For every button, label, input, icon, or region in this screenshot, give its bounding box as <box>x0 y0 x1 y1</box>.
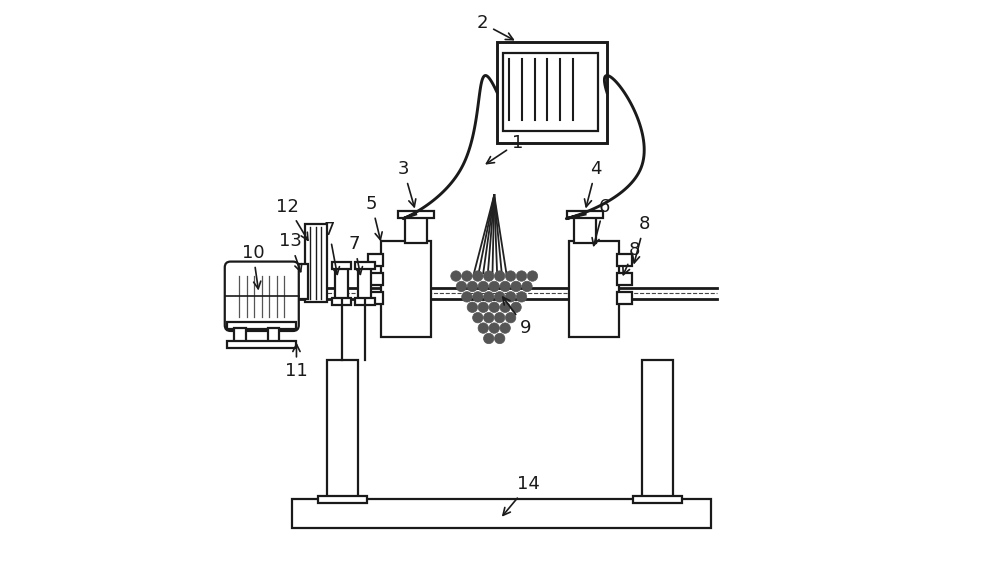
Text: 4: 4 <box>584 160 602 207</box>
Text: 9: 9 <box>503 297 532 337</box>
Bar <box>405 214 427 243</box>
Bar <box>355 262 375 269</box>
Circle shape <box>500 281 510 292</box>
Circle shape <box>516 271 527 281</box>
Text: 3: 3 <box>398 160 416 207</box>
Bar <box>368 254 383 266</box>
Bar <box>642 360 673 501</box>
Bar <box>633 496 682 503</box>
Circle shape <box>473 271 483 281</box>
Circle shape <box>489 281 499 292</box>
Bar <box>617 292 632 304</box>
Text: 14: 14 <box>503 475 540 515</box>
Circle shape <box>500 323 510 333</box>
Circle shape <box>505 313 516 323</box>
Circle shape <box>467 302 478 313</box>
Text: 8: 8 <box>623 241 640 275</box>
Bar <box>305 224 327 302</box>
Circle shape <box>478 302 488 313</box>
Bar <box>335 264 348 299</box>
Bar <box>503 53 598 131</box>
Text: 5: 5 <box>366 195 382 240</box>
Bar <box>569 241 619 337</box>
Bar <box>268 328 279 343</box>
Circle shape <box>484 271 494 281</box>
Circle shape <box>505 271 516 281</box>
Text: 8: 8 <box>633 215 650 263</box>
Circle shape <box>511 281 521 292</box>
Bar <box>574 214 596 243</box>
Bar <box>381 241 431 337</box>
Circle shape <box>467 281 478 292</box>
Circle shape <box>489 323 499 333</box>
Circle shape <box>473 292 483 302</box>
Bar <box>332 262 351 269</box>
FancyBboxPatch shape <box>225 261 299 331</box>
Circle shape <box>478 281 488 292</box>
Bar <box>318 496 367 503</box>
Text: 6: 6 <box>592 198 610 246</box>
Circle shape <box>516 292 527 302</box>
Text: 11: 11 <box>285 345 308 381</box>
Bar <box>617 273 632 285</box>
Bar <box>227 322 296 329</box>
Circle shape <box>494 271 505 281</box>
Circle shape <box>511 302 521 313</box>
Circle shape <box>478 323 488 333</box>
Text: 2: 2 <box>477 15 513 40</box>
Circle shape <box>489 302 499 313</box>
Circle shape <box>462 271 472 281</box>
Text: 1: 1 <box>487 134 523 164</box>
Circle shape <box>484 333 494 344</box>
Bar <box>332 298 351 305</box>
Circle shape <box>505 292 516 302</box>
Bar <box>567 211 603 218</box>
Circle shape <box>494 333 505 344</box>
Circle shape <box>500 302 510 313</box>
Circle shape <box>456 281 467 292</box>
Text: 7: 7 <box>323 221 339 274</box>
Bar <box>292 498 711 528</box>
Bar <box>617 254 632 266</box>
Circle shape <box>484 292 494 302</box>
Text: 13: 13 <box>279 232 302 272</box>
Bar <box>234 328 246 343</box>
Circle shape <box>462 292 472 302</box>
Bar <box>497 42 607 143</box>
Bar <box>327 360 358 501</box>
Circle shape <box>522 281 532 292</box>
Circle shape <box>484 313 494 323</box>
Circle shape <box>527 271 538 281</box>
Circle shape <box>473 313 483 323</box>
Bar <box>355 298 375 305</box>
Bar <box>398 211 434 218</box>
Circle shape <box>451 271 461 281</box>
Bar <box>368 273 383 285</box>
Bar <box>358 264 371 299</box>
Bar <box>227 342 296 349</box>
Circle shape <box>494 292 505 302</box>
Text: 7: 7 <box>349 235 362 274</box>
Text: 10: 10 <box>242 244 264 289</box>
Circle shape <box>494 313 505 323</box>
Bar <box>298 264 308 299</box>
Text: 12: 12 <box>276 198 308 241</box>
Bar <box>368 292 383 304</box>
